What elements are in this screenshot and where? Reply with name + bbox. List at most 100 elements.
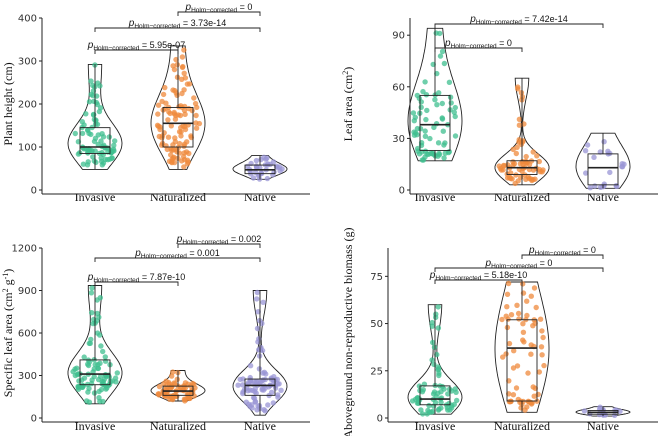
data-point [95,361,101,368]
data-point [85,150,91,156]
data-point [97,105,104,111]
y-axis-title: Aboveground non-reproductive biomass (g) [341,228,355,436]
y-axis-title: Leaf area (cm2) [341,67,355,142]
data-point [258,156,264,163]
data-point [506,175,513,181]
data-point [268,375,274,381]
significance-bracket [434,23,604,28]
data-point [254,289,260,296]
data-point [607,169,613,176]
panel-2: 0 30 60 90 Leaf area (cm2) Invasive Naturalize… [341,14,658,204]
data-point [434,102,440,108]
data-point [452,104,458,111]
data-point [523,153,529,160]
data-point [619,164,626,170]
data-point [171,111,178,117]
data-point [534,153,540,159]
data-point [111,142,117,148]
data-point [99,162,106,168]
data-point [98,386,105,393]
data-point [90,92,96,99]
data-point [253,390,259,396]
data-point [539,352,545,358]
data-point [89,285,95,291]
x-category-label: Native [587,419,619,433]
x-category-label: Invasive [75,419,116,433]
y-tick-label: 300 [18,57,37,68]
data-point [100,348,106,355]
panel-4: 0 25 50 75 Aboveground non-reproductive biom… [341,228,658,436]
data-point [179,64,186,71]
data-point [97,295,104,301]
data-point [430,391,437,397]
data-point [181,47,187,53]
group-native [232,289,288,416]
y-tick-label: 100 [18,143,37,154]
significance-label: pHolm−corrected = 3.73e-14 [128,18,226,30]
y-tick-label: 60 [392,82,405,93]
data-point [445,391,451,397]
violin [67,285,123,405]
data-point [422,79,428,85]
data-point [91,316,97,323]
data-point [504,304,510,310]
data-point [269,389,275,395]
violin [232,155,288,180]
data-point [426,402,432,409]
data-point [438,399,444,406]
data-point [156,383,163,390]
data-point [420,88,426,95]
data-point [86,399,93,405]
data-point [518,141,524,148]
data-point [181,141,188,147]
data-point [422,154,428,160]
data-point [414,145,421,152]
data-point [255,403,261,409]
y-tick-label: 0 [377,414,383,425]
data-point [180,123,186,129]
data-point [79,119,86,125]
data-point [193,125,200,131]
data-point [247,363,254,369]
data-point [264,175,271,182]
data-point [275,381,281,387]
data-point [587,185,593,191]
data-point [159,135,165,141]
data-point [423,116,429,123]
data-point [531,285,538,291]
data-point [439,383,446,390]
data-point [416,383,423,389]
data-point [95,132,102,138]
data-point [85,362,92,369]
data-point [165,117,171,123]
data-point [602,412,609,418]
data-point [427,135,433,142]
data-point [515,310,522,317]
data-point [253,163,260,169]
data-point [88,78,94,84]
box [79,359,111,386]
data-point [436,372,442,379]
x-category-label: Native [244,190,276,204]
data-point [260,299,266,305]
violin [407,304,463,415]
data-point [505,280,512,287]
data-point [582,148,589,154]
data-point [440,128,446,134]
data-point [522,407,528,413]
data-point [514,144,520,150]
data-point [79,130,86,137]
data-point [75,384,81,390]
y-tick-label: 90 [392,31,405,42]
data-point [262,408,268,414]
data-point [438,405,444,411]
significance-bracket [434,279,523,284]
data-point [235,382,241,388]
data-point [526,175,532,182]
data-point [156,391,162,397]
significance-label: pHolm−corrected = 0.002 [176,234,261,246]
x-category-label: Naturalized [494,190,550,204]
data-point [256,336,262,342]
data-point [89,310,95,316]
data-point [275,394,281,400]
